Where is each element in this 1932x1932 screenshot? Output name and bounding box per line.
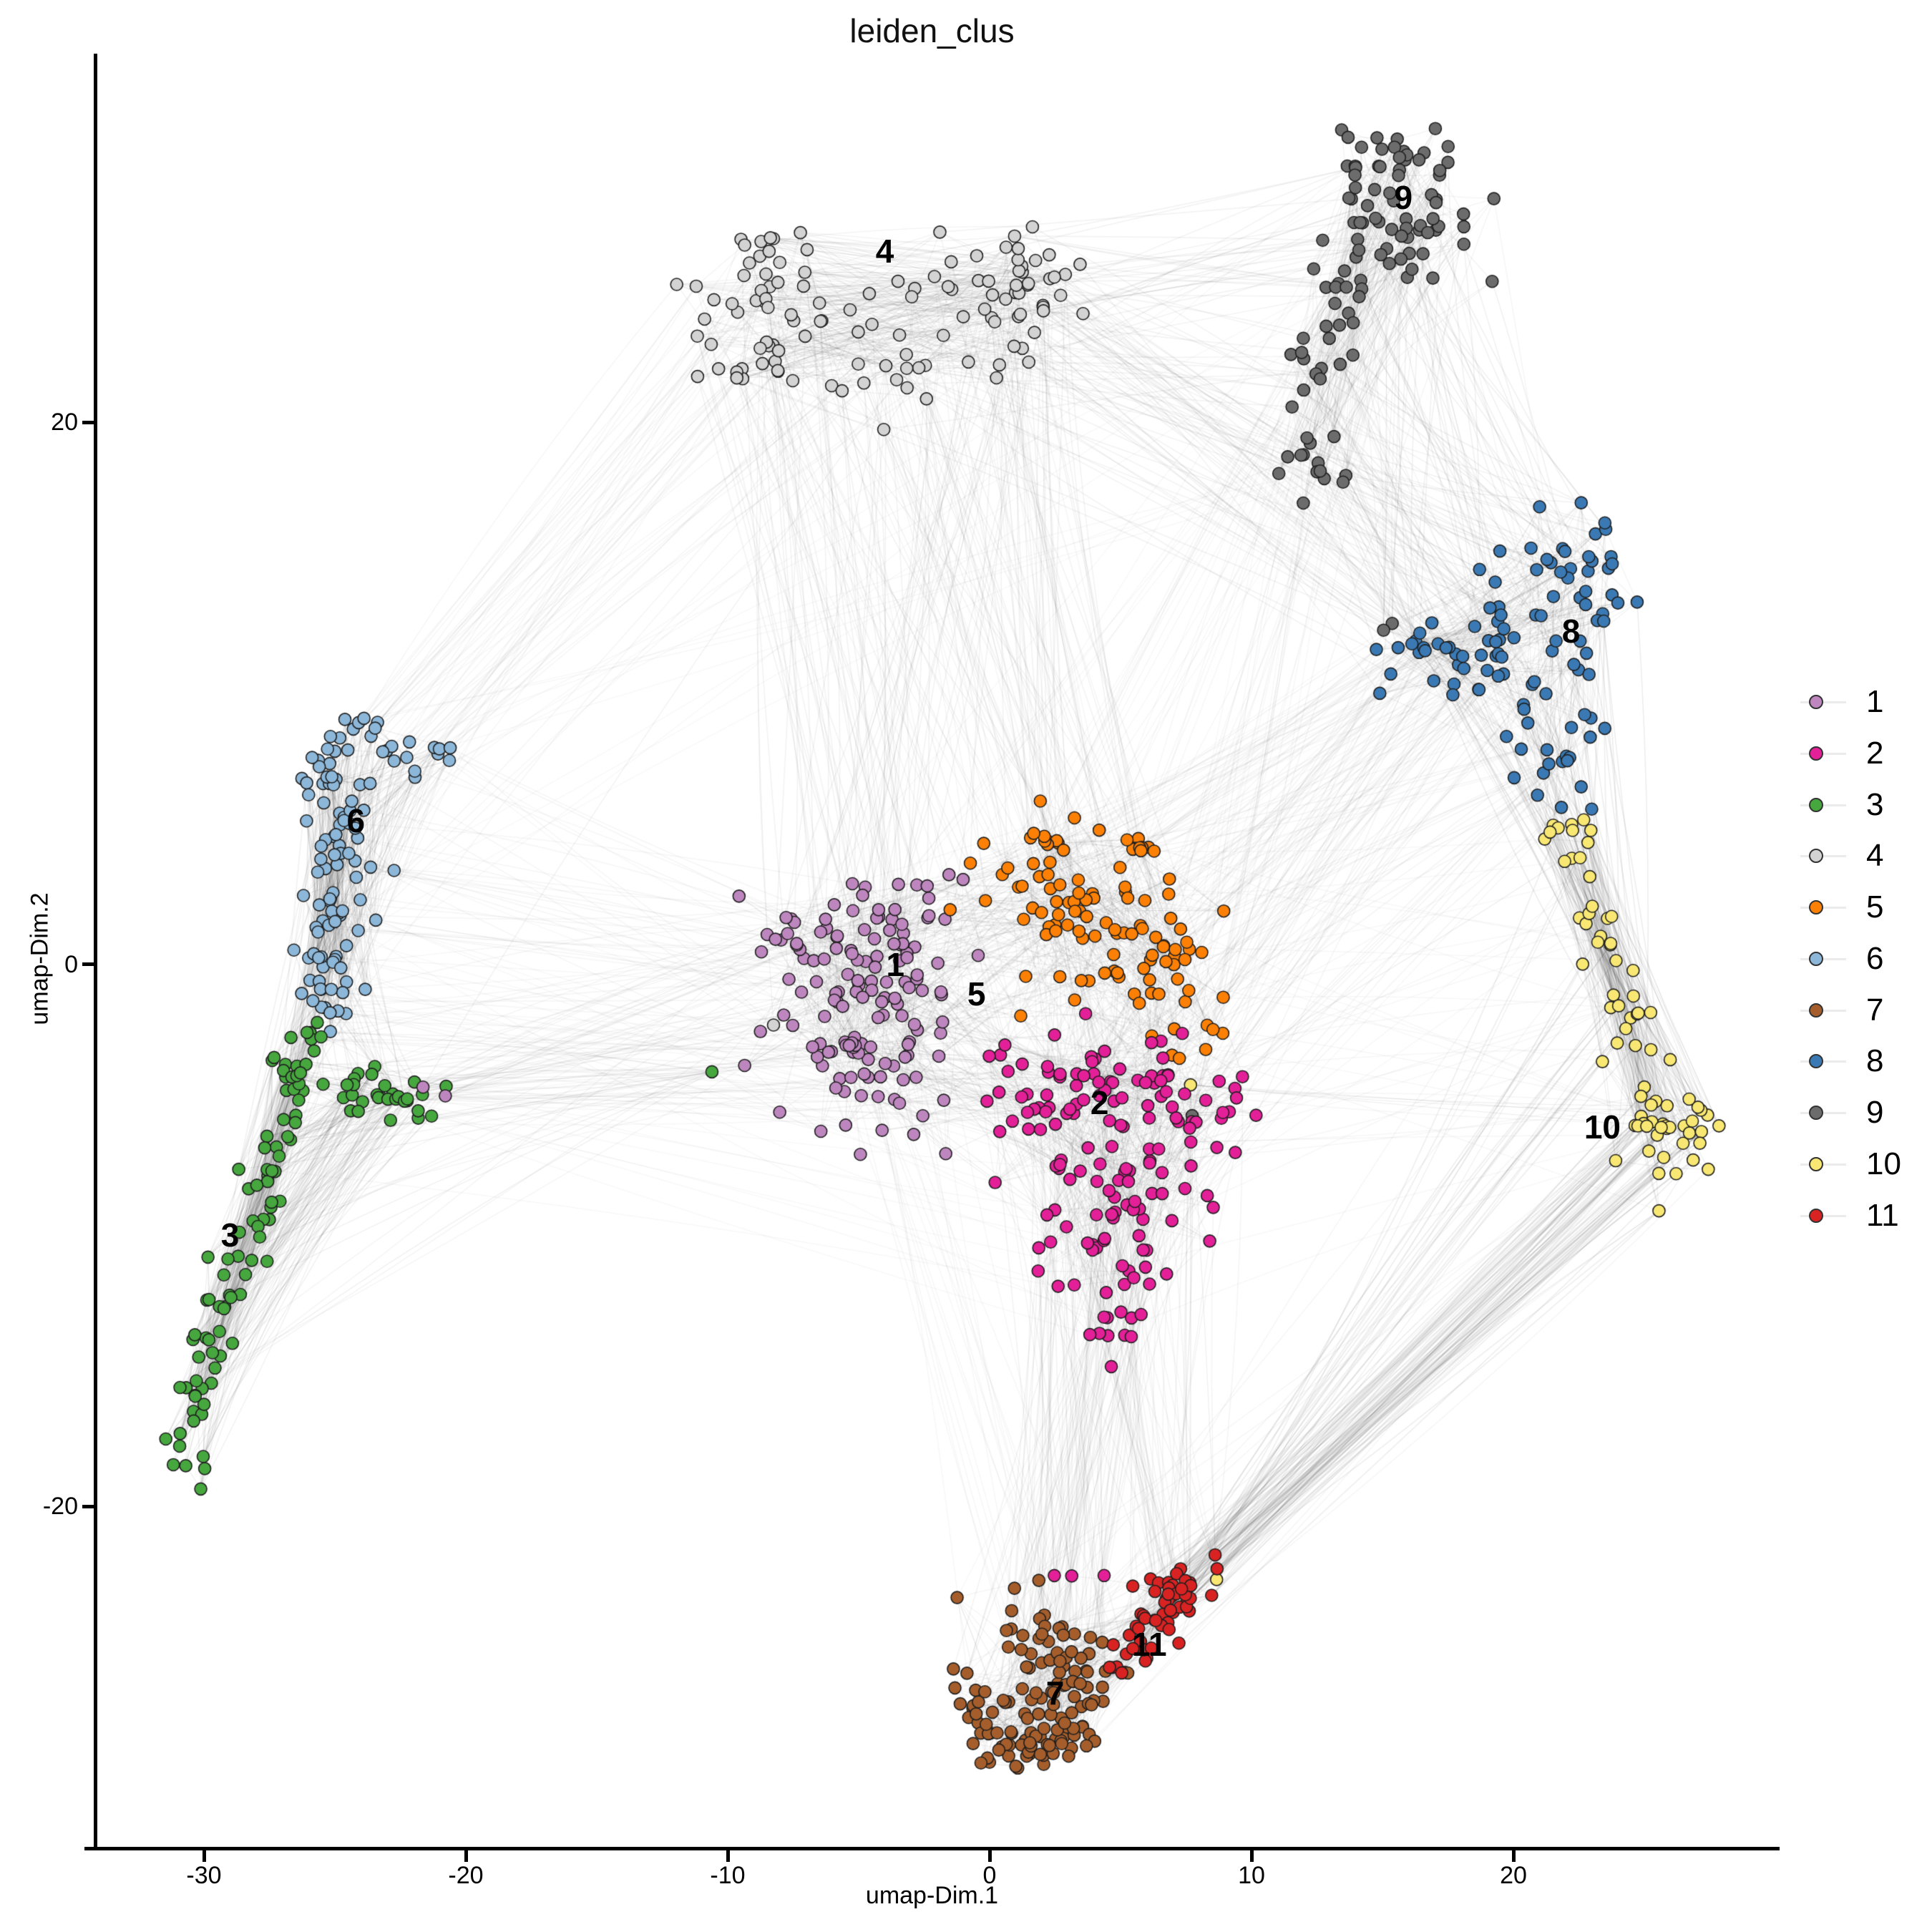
y-tick-label: -20: [42, 1493, 78, 1520]
legend-item-1: 1: [1800, 683, 1883, 721]
legend-key: [1800, 837, 1846, 874]
legend-dot-icon: [1809, 849, 1823, 864]
legend-item-label: 4: [1866, 838, 1884, 874]
legend-dot-icon: [1809, 1208, 1823, 1223]
legend-item-5: 5: [1800, 889, 1883, 926]
y-tick-mark: [82, 962, 94, 966]
legend-dot-icon: [1809, 695, 1823, 709]
y-tick-label: 0: [64, 950, 78, 978]
x-tick-label: 10: [1238, 1862, 1265, 1889]
legend-item-label: 1: [1866, 684, 1884, 719]
legend-key-line: [1800, 1112, 1846, 1114]
cluster-label-7: 7: [1045, 1674, 1065, 1712]
legend-key: [1800, 992, 1846, 1029]
y-axis-line: [94, 54, 97, 1850]
x-axis-line: [84, 1847, 1780, 1850]
legend-key: [1800, 1043, 1846, 1080]
legend-key: [1800, 889, 1846, 926]
cluster-label-5: 5: [967, 975, 986, 1013]
legend-key-line: [1800, 752, 1846, 755]
x-tick-mark: [202, 1850, 206, 1862]
cluster-label-1: 1: [886, 945, 905, 983]
x-tick-label: -30: [186, 1862, 222, 1889]
legend-key: [1800, 786, 1846, 824]
cluster-label-10: 10: [1584, 1108, 1621, 1146]
legend-key-line: [1800, 1009, 1846, 1012]
legend-item-8: 8: [1800, 1043, 1883, 1080]
legend-item-label: 8: [1866, 1043, 1884, 1079]
legend-item-label: 5: [1866, 889, 1884, 924]
y-tick-mark: [82, 420, 94, 424]
legend-item-label: 7: [1866, 992, 1884, 1028]
x-tick-label: -20: [448, 1862, 484, 1889]
cluster-label-6: 6: [346, 801, 366, 839]
legend-dot-icon: [1809, 1106, 1823, 1120]
legend-item-4: 4: [1800, 837, 1883, 874]
y-tick-mark: [82, 1504, 94, 1508]
x-tick-mark: [1249, 1850, 1254, 1862]
legend-item-3: 3: [1800, 786, 1883, 824]
legend-dot-icon: [1809, 797, 1823, 812]
legend-key: [1800, 683, 1846, 721]
chart-title: leiden_clus: [849, 12, 1015, 49]
legend-item-11: 11: [1800, 1197, 1899, 1234]
cluster-label-4: 4: [875, 233, 894, 270]
legend-key: [1800, 940, 1846, 977]
x-tick-label: 0: [982, 1862, 997, 1889]
x-tick-mark: [987, 1850, 992, 1862]
legend-key-line: [1800, 855, 1846, 858]
legend-item-label: 10: [1866, 1146, 1901, 1181]
x-tick-mark: [464, 1850, 468, 1862]
legend-dot-icon: [1809, 900, 1823, 914]
legend-key: [1800, 735, 1846, 772]
legend-item-label: 6: [1866, 940, 1884, 976]
legend-key-line: [1800, 1163, 1846, 1166]
x-tick-label: 20: [1500, 1862, 1527, 1889]
legend-item-10: 10: [1800, 1146, 1901, 1183]
legend-item-label: 3: [1866, 786, 1884, 822]
cluster-label-9: 9: [1394, 178, 1413, 216]
legend-key-line: [1800, 701, 1846, 703]
legend-item-label: 2: [1866, 735, 1884, 771]
legend-dot-icon: [1809, 951, 1823, 966]
legend-key-line: [1800, 957, 1846, 960]
cluster-label-8: 8: [1561, 612, 1581, 650]
legend-key-line: [1800, 907, 1846, 909]
x-tick-mark: [1511, 1850, 1516, 1862]
y-tick-label: 20: [51, 409, 78, 436]
legend-key: [1800, 1094, 1846, 1131]
legend-item-2: 2: [1800, 735, 1883, 772]
legend-key: [1800, 1146, 1846, 1183]
legend-item-9: 9: [1800, 1094, 1883, 1131]
cluster-label-11: 11: [1131, 1626, 1167, 1664]
legend-item-label: 9: [1866, 1095, 1884, 1130]
cluster-label-3: 3: [220, 1216, 240, 1254]
legend-item-7: 7: [1800, 992, 1883, 1029]
x-tick-label: -10: [710, 1862, 746, 1889]
legend-dot-icon: [1809, 746, 1823, 761]
legend-dot-icon: [1809, 1054, 1823, 1069]
legend-key-line: [1800, 804, 1846, 806]
legend-item-label: 11: [1866, 1197, 1899, 1233]
legend-dot-icon: [1809, 1002, 1823, 1018]
legend-key: [1800, 1197, 1846, 1234]
legend-item-6: 6: [1800, 940, 1883, 977]
legend-key-line: [1800, 1214, 1846, 1217]
legend-key-line: [1800, 1060, 1846, 1063]
x-tick-mark: [726, 1850, 730, 1862]
cluster-label-2: 2: [1090, 1083, 1109, 1121]
x-axis-title: umap-Dim.1: [865, 1882, 999, 1909]
legend-dot-icon: [1809, 1156, 1823, 1171]
